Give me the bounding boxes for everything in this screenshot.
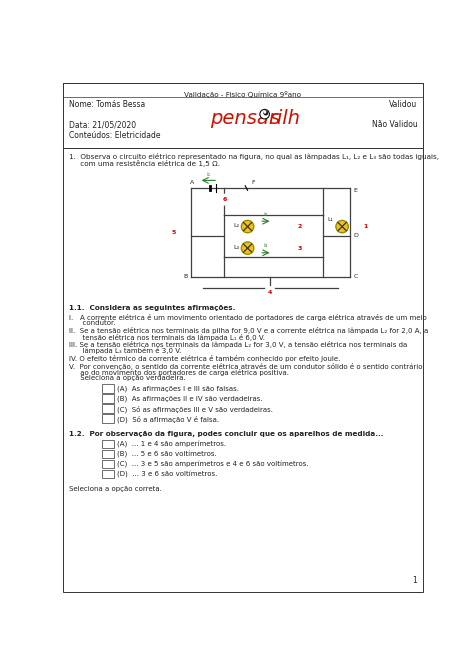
Text: E: E <box>354 188 357 193</box>
Text: 1: 1 <box>412 575 417 585</box>
Text: 1: 1 <box>363 224 367 229</box>
Text: tensão elétrica nos terminais da lâmpada L₁ é 6,0 V.: tensão elétrica nos terminais da lâmpada… <box>69 334 264 341</box>
Text: 2: 2 <box>297 224 301 229</box>
Text: III. Se a tensão elétrica nos terminais da lâmpada L₂ for 3,0 V, a tensão elétri: III. Se a tensão elétrica nos terminais … <box>69 341 407 349</box>
Circle shape <box>336 220 348 233</box>
Text: lâmpada L₃ também é 3,0 V.: lâmpada L₃ também é 3,0 V. <box>69 347 181 355</box>
Bar <box>102 440 114 448</box>
Bar <box>63 82 423 148</box>
Circle shape <box>294 221 305 232</box>
Text: Seleciona a opção verdadeira.: Seleciona a opção verdadeira. <box>69 375 185 381</box>
Circle shape <box>219 194 230 205</box>
Text: D: D <box>354 233 359 238</box>
Text: ao do movimento dos portadores de carga elétrica positiva.: ao do movimento dos portadores de carga … <box>69 369 289 376</box>
Text: 3: 3 <box>297 246 301 251</box>
Circle shape <box>169 227 179 238</box>
Text: IV. O efeito térmico da corrente elétrica é também conhecido por efeito Joule.: IV. O efeito térmico da corrente elétric… <box>69 355 340 362</box>
Circle shape <box>264 286 275 298</box>
Circle shape <box>260 110 269 119</box>
Text: condutor.: condutor. <box>69 320 115 326</box>
Text: (A)  ... 1 e 4 são amperímetros.: (A) ... 1 e 4 são amperímetros. <box>118 441 227 448</box>
Circle shape <box>360 221 371 232</box>
Circle shape <box>294 243 305 254</box>
Text: A: A <box>191 180 195 185</box>
Text: Não Validou: Não Validou <box>372 120 417 129</box>
Circle shape <box>241 220 254 233</box>
Text: I.   A corrente elétrica é um movimento orientado de portadores de carga elétric: I. A corrente elétrica é um movimento or… <box>69 314 426 320</box>
Text: Conteúdos: Eletricidade: Conteúdos: Eletricidade <box>69 131 160 140</box>
Bar <box>102 395 114 403</box>
Text: II.  Se a tensão elétrica nos terminais da pilha for 9,0 V e a corrente elétrica: II. Se a tensão elétrica nos terminais d… <box>69 327 428 334</box>
Text: 6: 6 <box>222 197 227 202</box>
Text: 1.  Observa o circuito elétrico representado na figura, no qual as lâmpadas L₁, : 1. Observa o circuito elétrico represent… <box>69 153 438 161</box>
Text: Seleciona a opção correta.: Seleciona a opção correta. <box>69 486 162 492</box>
Circle shape <box>241 242 254 254</box>
Text: Data: 21/05/2020: Data: 21/05/2020 <box>69 120 136 129</box>
Text: C: C <box>354 274 358 279</box>
Bar <box>102 385 114 393</box>
Text: (C)  ... 3 e 5 são amperímetros e 4 e 6 são voltímetros.: (C) ... 3 e 5 são amperímetros e 4 e 6 s… <box>118 461 309 468</box>
Text: Validou: Validou <box>389 100 417 109</box>
Text: (A)  As afirmações I e III são falsas.: (A) As afirmações I e III são falsas. <box>118 385 239 392</box>
Text: 1.2.  Por observação da figura, podes concluir que os aparelhos de medida...: 1.2. Por observação da figura, podes con… <box>69 431 383 437</box>
Text: L₂: L₂ <box>233 223 239 228</box>
Text: L₁: L₁ <box>328 217 334 222</box>
Text: B: B <box>183 274 187 279</box>
Text: 1.1.  Considera as seguintes afirmações.: 1.1. Considera as seguintes afirmações. <box>69 305 235 311</box>
Text: (C)  Só as afirmações III e V são verdadeiras.: (C) Só as afirmações III e V são verdade… <box>118 405 273 413</box>
Bar <box>102 405 114 413</box>
Circle shape <box>264 111 267 115</box>
Text: s: s <box>270 109 280 128</box>
Text: F: F <box>251 180 255 185</box>
Text: com uma resistência elétrica de 1,5 Ω.: com uma resistência elétrica de 1,5 Ω. <box>69 161 219 167</box>
Text: (D)  ... 3 e 6 são voltímetros.: (D) ... 3 e 6 são voltímetros. <box>118 471 218 478</box>
Circle shape <box>261 110 268 118</box>
Circle shape <box>264 112 266 113</box>
Bar <box>102 470 114 478</box>
Text: 5: 5 <box>172 230 176 235</box>
Text: i₂: i₂ <box>263 212 267 217</box>
Bar <box>102 450 114 458</box>
Text: 4: 4 <box>268 290 272 294</box>
Bar <box>102 460 114 468</box>
Text: L₃: L₃ <box>233 245 239 250</box>
Text: (B)  ... 5 e 6 são voltímetros.: (B) ... 5 e 6 são voltímetros. <box>118 451 217 458</box>
Text: V.  Por convenção, o sentido da corrente elétrica através de um condutor sólido : V. Por convenção, o sentido da corrente … <box>69 363 422 370</box>
Text: pensarilh: pensarilh <box>210 109 301 128</box>
Text: Validação - Fisico Química 9ºano: Validação - Fisico Química 9ºano <box>184 91 301 98</box>
Bar <box>102 415 114 423</box>
Text: i₁: i₁ <box>206 172 210 177</box>
Text: (D)  Só a afirmação V é falsa.: (D) Só a afirmação V é falsa. <box>118 415 219 423</box>
Text: (B)  As afirmações II e IV são verdadeiras.: (B) As afirmações II e IV são verdadeira… <box>118 395 263 401</box>
Text: i₃: i₃ <box>263 244 267 248</box>
Text: Nome: Tomás Bessa: Nome: Tomás Bessa <box>69 100 145 109</box>
